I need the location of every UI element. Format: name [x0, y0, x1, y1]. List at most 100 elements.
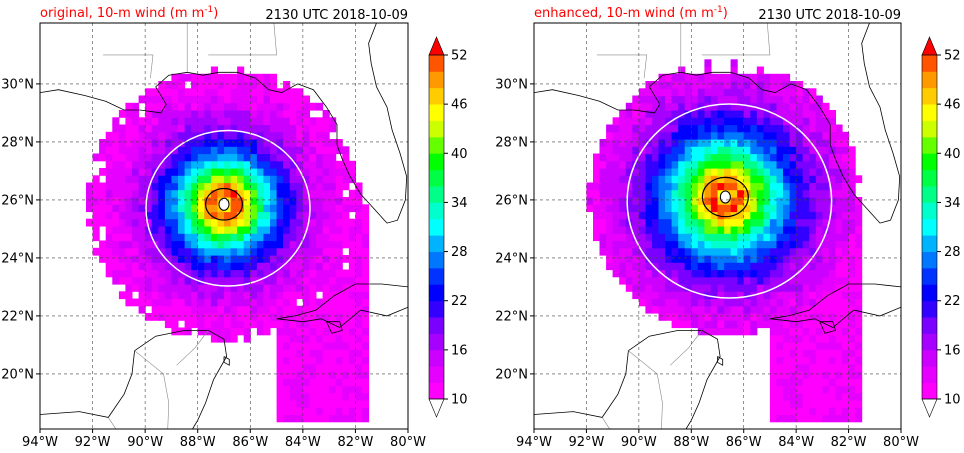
colorbar-segment: [429, 267, 444, 285]
gridlines: [534, 23, 901, 429]
colorbar-segment: [429, 218, 444, 236]
colorbar-tick-label: 46: [451, 98, 468, 113]
colorbar-extend-max: [921, 36, 938, 56]
colorbar-segment: [429, 300, 444, 318]
lat-axis: 20°N 22°N 24°N 26°N 28°N 30°N: [1, 77, 40, 382]
colorbar-segment: [922, 267, 937, 285]
colorbar-tick-label: 46: [944, 98, 961, 113]
gridlines: [40, 23, 408, 429]
colorbar-segment: [922, 382, 937, 400]
lon-tick-label: 84°W: [778, 435, 814, 450]
colorbar-segment: [429, 55, 444, 72]
lon-tick-label: 92°W: [568, 435, 604, 450]
lon-tick-label: 92°W: [75, 435, 111, 450]
colorbar-segment: [922, 169, 937, 187]
coastlines: [534, 23, 901, 429]
lon-axis: 94°W 92°W 90°W 88°W 86°W 84°W 82°W 80°W: [22, 429, 426, 450]
lon-tick-label: 94°W: [516, 435, 552, 450]
colorbar-tick-label: 28: [451, 245, 468, 260]
colorbar-segment: [429, 317, 444, 334]
lon-tick-label: 80°W: [390, 435, 426, 450]
lon-tick-label: 90°W: [127, 435, 163, 450]
lon-tick-label: 94°W: [22, 435, 58, 450]
colorbar-segment: [922, 284, 937, 302]
colorbar-segment: [922, 251, 937, 269]
lat-tick-label: 20°N: [495, 367, 528, 382]
lat-axis: 20°N 22°N 24°N 26°N 28°N 30°N: [495, 77, 534, 382]
lon-tick-label: 86°W: [232, 435, 268, 450]
colorbar-tick-label: 34: [451, 196, 468, 211]
wind-field-original: [86, 66, 370, 423]
lat-tick-label: 30°N: [1, 77, 34, 92]
lat-tick-label: 28°N: [1, 135, 34, 150]
colorbar-tick-label: 22: [451, 294, 468, 309]
colorbar-segment: [922, 120, 937, 138]
colorbar-segment: [429, 104, 444, 121]
colorbar-segment: [429, 71, 444, 89]
colorbar-segment: [922, 136, 937, 154]
lat-tick-label: 26°N: [495, 193, 528, 208]
colorbar-extend-min: [921, 398, 938, 418]
lat-tick-label: 22°N: [1, 309, 34, 324]
colorbar-tick-label: 34: [944, 196, 961, 211]
colorbar-segment: [429, 153, 444, 171]
colorbar-segment: [429, 251, 444, 269]
colorbar-segment: [922, 349, 937, 367]
colorbar-segment: [429, 87, 444, 105]
colorbar-segment: [429, 235, 444, 252]
lon-tick-label: 82°W: [337, 435, 373, 450]
panel-timestamp: 2130 UTC 2018-10-09: [758, 8, 901, 23]
lat-tick-label: 26°N: [1, 193, 34, 208]
panel-original: original, 10-m wind (m m-1) 2130 UTC 201…: [1, 5, 468, 450]
colorbar-segment: [922, 366, 937, 384]
lon-axis: 94°W 92°W 90°W 88°W 86°W 84°W 82°W 80°W: [516, 429, 919, 450]
colorbar-segment: [429, 366, 444, 384]
colorbar-segment: [922, 104, 937, 121]
colorbar-segment: [429, 120, 444, 138]
lon-tick-label: 84°W: [285, 435, 321, 450]
lon-tick-label: 88°W: [673, 435, 709, 450]
panel-timestamp: 2130 UTC 2018-10-09: [265, 8, 408, 23]
panel-title: enhanced, 10-m wind (m m-1): [534, 5, 728, 21]
colorbar-segment: [922, 235, 937, 252]
lon-tick-label: 80°W: [883, 435, 919, 450]
coastlines: [40, 23, 408, 429]
panel-enhanced: enhanced, 10-m wind (m m-1) 2130 UTC 201…: [495, 5, 961, 450]
colorbar-segment: [429, 382, 444, 400]
lat-tick-label: 22°N: [495, 309, 528, 324]
colorbar-tick-label: 52: [944, 49, 961, 64]
colorbar-extend-max: [428, 36, 445, 56]
colorbar-tick-label: 16: [944, 343, 961, 358]
lat-tick-label: 20°N: [1, 367, 34, 382]
colorbar-segment: [429, 333, 444, 351]
colorbar-segment: [922, 87, 937, 105]
colorbar-extend-min: [428, 398, 445, 418]
colorbar-segment: [922, 317, 937, 334]
colorbar-segment: [922, 55, 937, 72]
colorbar-tick-label: 40: [451, 147, 468, 162]
colorbar-segment: [922, 218, 937, 236]
colorbar-tick-label: 52: [451, 49, 468, 64]
lat-tick-label: 28°N: [495, 135, 528, 150]
colorbar-tick-label: 40: [944, 147, 961, 162]
colorbar: 10 16 22 28 34 40 46 52: [921, 36, 961, 418]
lon-tick-label: 90°W: [621, 435, 657, 450]
colorbar-tick-label: 10: [451, 393, 468, 408]
colorbar-segment: [922, 300, 937, 318]
colorbar-segment: [429, 349, 444, 367]
lon-tick-label: 88°W: [180, 435, 216, 450]
colorbar-tick-label: 10: [944, 393, 961, 408]
colorbar-tick-label: 16: [451, 343, 468, 358]
lat-tick-label: 24°N: [1, 251, 34, 266]
colorbar-tick-label: 22: [944, 294, 961, 309]
lat-tick-label: 24°N: [495, 251, 528, 266]
lat-tick-label: 30°N: [495, 77, 528, 92]
colorbar-segment: [429, 136, 444, 154]
colorbar-segment: [429, 169, 444, 187]
colorbar-segment: [922, 153, 937, 171]
colorbar-segment: [429, 202, 444, 220]
colorbar-segment: [429, 186, 444, 203]
colorbar-segment: [922, 333, 937, 351]
lon-tick-label: 82°W: [831, 435, 867, 450]
